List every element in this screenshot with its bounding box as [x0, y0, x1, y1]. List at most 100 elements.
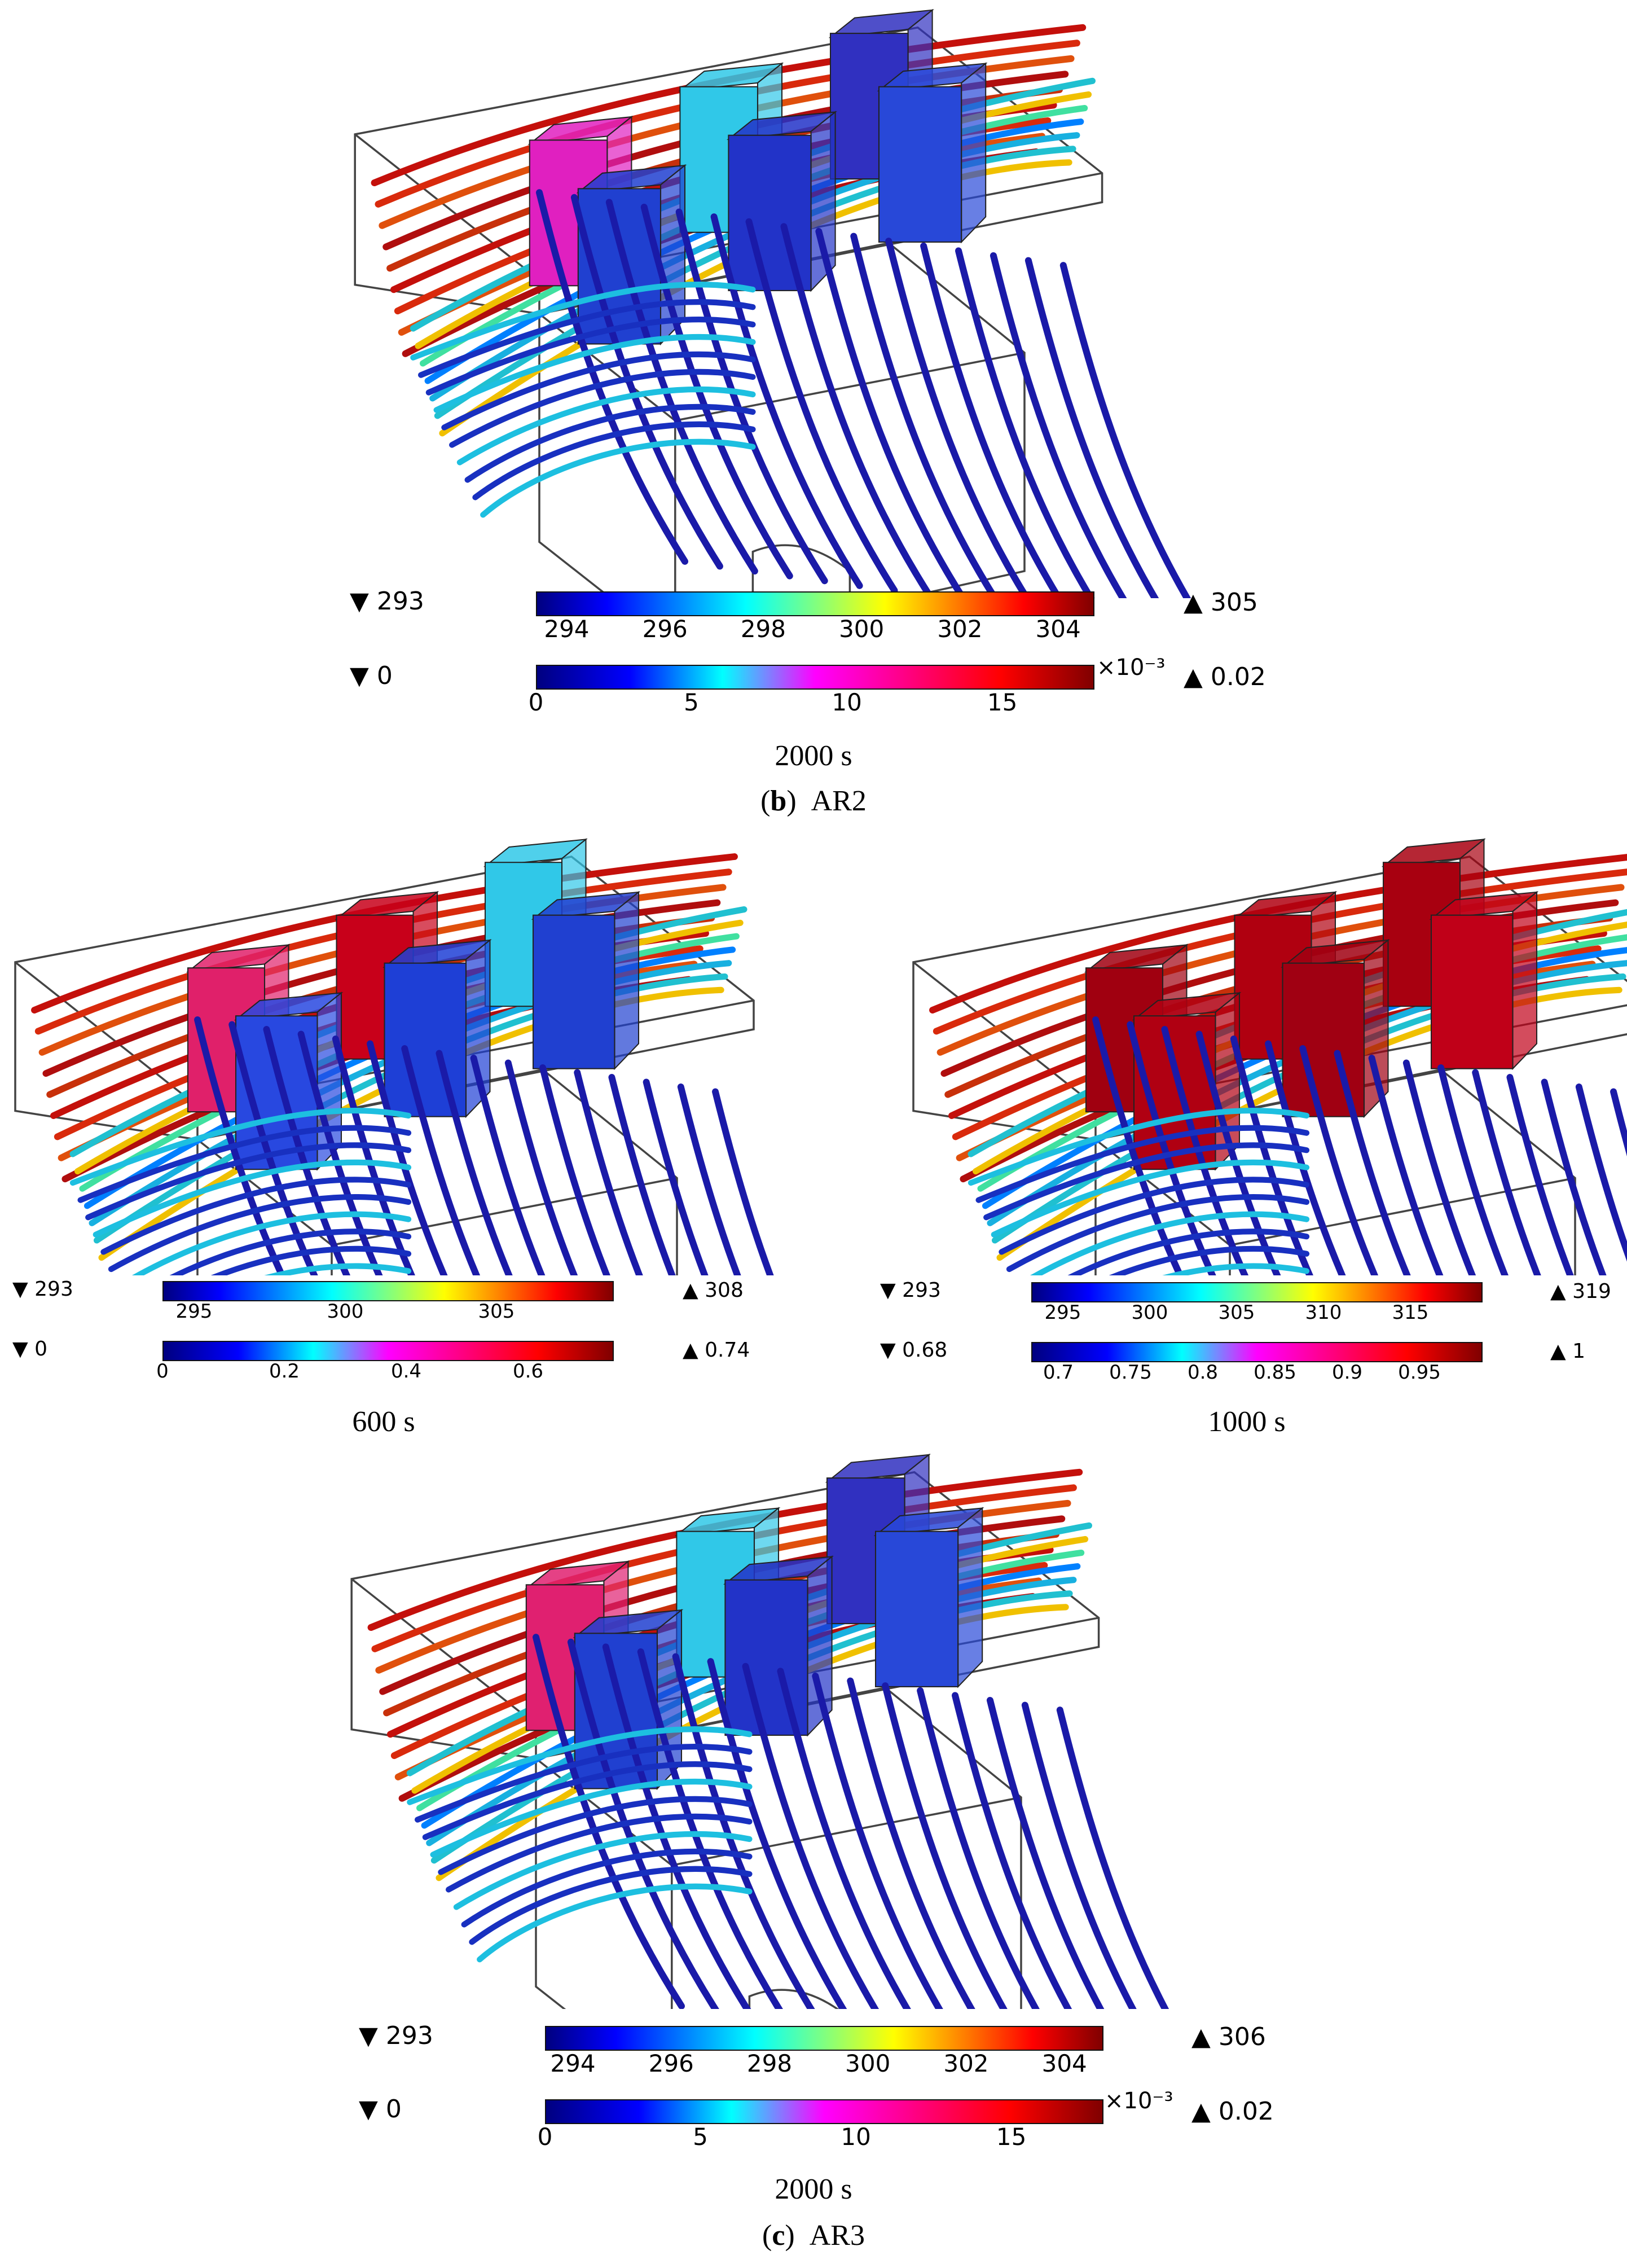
streamline-render-ar2-2000s — [354, 8, 1191, 598]
inlet-streamline — [456, 386, 756, 466]
tick-label: 295 — [175, 1300, 213, 1323]
multiplier-label: ×10⁻³ — [1097, 655, 1166, 681]
min-marker-icon: ▼ — [350, 587, 369, 616]
conc-min-label: ▼ 0 — [359, 2095, 402, 2124]
inlet-streamline — [461, 1848, 753, 1928]
min-marker-icon: ▼ — [12, 1278, 28, 1301]
battery-module — [1282, 962, 1365, 1117]
module-side — [1512, 890, 1538, 1071]
tick-label: 0.6 — [512, 1360, 544, 1383]
min-marker-icon: ▼ — [350, 661, 369, 690]
min-marker-icon: ▼ — [359, 2021, 378, 2050]
cool-streamline — [990, 252, 1127, 598]
inlet-streamline — [425, 317, 756, 396]
cool-streamline — [643, 1078, 709, 1275]
inlet-streamline — [1006, 1194, 1310, 1273]
cool-streamline — [850, 232, 999, 598]
cool-streamline — [677, 1083, 741, 1275]
battery-module — [532, 914, 615, 1069]
inlet-streamline — [169, 1229, 412, 1275]
tick-label: 0.2 — [269, 1360, 300, 1383]
conc-ticks: 0 0.2 0.4 0.6 — [156, 1360, 614, 1388]
inlet-streamline — [69, 1107, 412, 1186]
tick-label: 305 — [1218, 1301, 1255, 1324]
tick-label: 0 — [156, 1360, 169, 1383]
temp-ticks: 295 300 305 310 315 — [1031, 1301, 1483, 1330]
cool-streamline — [1021, 1701, 1137, 2009]
cool-streamline — [780, 223, 933, 598]
min-marker-icon: ▼ — [359, 2095, 378, 2124]
max-marker-icon: ▲ — [1191, 2023, 1211, 2051]
inlet-streamline — [210, 1245, 412, 1275]
scene-group — [350, 1453, 1169, 2009]
streamline-render-ar3-2000s — [350, 1453, 1169, 2009]
cool-streamline — [920, 242, 1063, 598]
cool-streamline — [263, 1026, 351, 1275]
cool-streamline — [1230, 1036, 1313, 1275]
tick-label: 0 — [537, 2123, 553, 2151]
tick-label: 315 — [1392, 1301, 1429, 1324]
tick-label: 310 — [1305, 1301, 1342, 1324]
tick-label: 300 — [845, 2050, 891, 2077]
cool-streamline — [917, 1687, 1040, 2009]
inlet-streamline — [438, 1796, 753, 1875]
panel-ar3-600s: ▼ 293 295 300 305 ▲ 308 ▼ 0 0 0.2 0.4 0.6 ▲ 0… — [0, 824, 814, 1445]
cool-streamline — [742, 1662, 880, 2009]
cool-streamline — [1127, 1021, 1216, 1275]
temp-min-label: ▼ 293 — [12, 1278, 73, 1301]
cool-streamline — [1056, 1707, 1169, 2009]
inlet-streamline — [415, 1744, 753, 1823]
cool-streamline — [882, 1682, 1008, 2009]
tick-label: 304 — [1041, 2050, 1087, 2077]
cool-streamline — [367, 1040, 448, 1275]
scene-group — [14, 838, 774, 1275]
tick-label: 10 — [841, 2123, 871, 2151]
module-side — [810, 111, 836, 292]
tick-label: 298 — [746, 2050, 793, 2077]
inlet-streamline — [472, 421, 756, 501]
cool-streamline — [194, 1016, 286, 1275]
inlet-streamline — [983, 1142, 1310, 1221]
tick-label: 0 — [528, 688, 544, 716]
cool-streamline — [812, 1672, 943, 2009]
cool-streamline — [1161, 1026, 1249, 1275]
cool-streamline — [777, 1668, 911, 2009]
min-marker-icon: ▼ — [12, 1337, 28, 1361]
inlet-streamline — [477, 1883, 753, 1963]
temperature-gradient-bar — [162, 1281, 614, 1301]
time-label: 2000 s — [775, 2173, 852, 2205]
caption-c: (c) AR3 — [762, 2219, 865, 2252]
cool-streamline — [1092, 1016, 1184, 1275]
tick-label: 0.4 — [390, 1360, 422, 1383]
cool-streamline — [675, 208, 828, 585]
inlet-streamline — [132, 1211, 412, 1275]
cool-streamline — [570, 194, 723, 570]
tick-label: 300 — [839, 615, 885, 643]
module-side — [465, 938, 491, 1118]
temp-min-label: ▼ 293 — [880, 1279, 941, 1302]
duct-arc — [751, 544, 851, 598]
inlet-streamline — [93, 1159, 412, 1238]
inlet-streamline — [1067, 1229, 1310, 1275]
module-side — [807, 1555, 833, 1737]
tick-label: 0.8 — [1187, 1361, 1219, 1384]
cool-streamline — [815, 227, 968, 598]
time-label: 2000 s — [775, 740, 852, 772]
cool-streamline — [672, 1653, 815, 2009]
panel-ar2-2000s: ▼ 293 294 296 298 300 302 304 ▲ 305 ▼ 0 ×10⁻³… — [0, 0, 1627, 824]
battery-module — [384, 962, 467, 1117]
cool-streamline — [470, 1055, 546, 1275]
temp-ticks: 294 296 298 300 302 304 — [536, 615, 1094, 649]
max-marker-icon: ▲ — [683, 1339, 698, 1362]
caption-b: (b) AR2 — [760, 785, 867, 817]
tick-label: 0.95 — [1398, 1361, 1441, 1384]
inlet-streamline — [449, 369, 756, 448]
cool-streamline — [710, 213, 863, 589]
inlet-streamline — [1162, 1263, 1310, 1275]
box-edge — [912, 961, 1097, 1107]
warm-streamline — [367, 1468, 1083, 1631]
box-edge — [354, 133, 540, 281]
temp-max-label: ▲ 319 — [1550, 1280, 1611, 1303]
concentration-gradient-bar — [162, 1341, 614, 1361]
conc-max-label: ▲ 0.74 — [683, 1339, 750, 1362]
